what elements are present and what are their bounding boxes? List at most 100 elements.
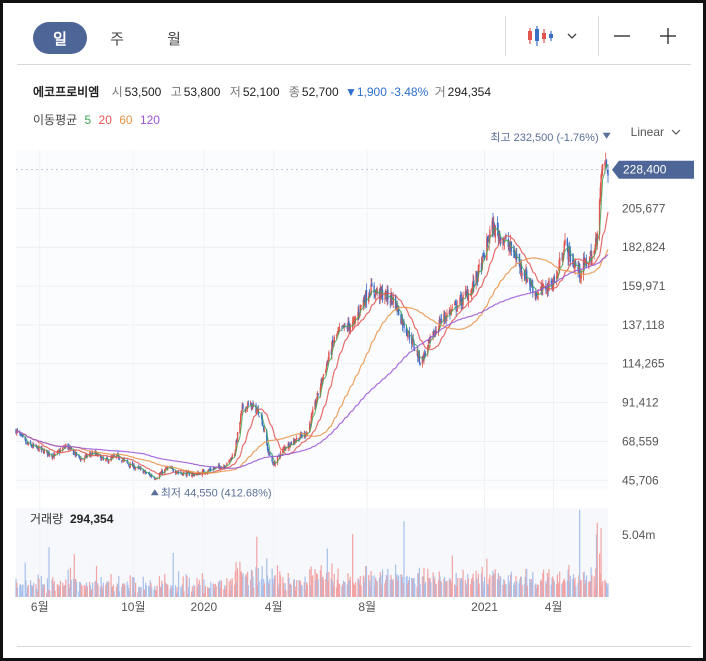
candle-body [78, 456, 81, 458]
volume-bar [187, 593, 189, 597]
candle-body [96, 453, 98, 456]
candle-body [117, 452, 119, 455]
zoom-out-button[interactable] [599, 16, 645, 56]
chart-type-button[interactable] [506, 16, 598, 56]
candle-body [170, 467, 173, 469]
candle-body [480, 263, 483, 272]
time-tick-label: 8월 [358, 600, 376, 614]
volume-bar [65, 579, 67, 597]
volume-bar [239, 561, 241, 597]
candle-body [466, 291, 468, 293]
candle-body [418, 353, 421, 363]
volume-bar [456, 586, 458, 597]
volume-bar [246, 577, 248, 597]
volume-bar [31, 586, 33, 597]
candle-body [497, 230, 500, 239]
candle-body [272, 462, 274, 465]
open-value: 53,500 [124, 85, 162, 99]
candle-body [32, 444, 34, 448]
candle-body [252, 403, 254, 406]
volume-bar [602, 581, 604, 597]
volume-bar [99, 587, 101, 597]
volume-bar [20, 590, 22, 597]
volume-bar [595, 568, 597, 597]
volume-bar [19, 585, 21, 597]
quote-summary: 에코프로비엠 시 53,500 고 53,800 저 52,100 종 52,700 ▼… [33, 83, 494, 100]
volume-bar [589, 581, 591, 597]
volume-bar [487, 583, 489, 597]
volume-bar [606, 586, 608, 597]
volume-bar [551, 577, 553, 597]
volume-bar [536, 584, 539, 597]
volume-bar [572, 574, 575, 597]
volume-bar [493, 573, 495, 597]
volume-bar [373, 575, 375, 597]
max-price-label: 최고 232,500 (-1.76%) [490, 131, 598, 144]
candle-body [459, 297, 461, 305]
candle-body [508, 246, 510, 249]
volume-bar [424, 584, 426, 597]
volume-bar [503, 579, 505, 597]
candle-body [595, 237, 597, 251]
candle-body [359, 304, 362, 311]
candle-body [481, 255, 483, 270]
candle-body [292, 440, 295, 445]
scale-select[interactable]: Linear [631, 125, 681, 139]
ma-legend-60[interactable]: 60 [119, 113, 133, 127]
volume-bar [38, 578, 40, 597]
volume-bar [317, 578, 319, 597]
volume-bar [365, 566, 368, 597]
volume-bar [523, 584, 526, 597]
candle-body [65, 444, 67, 448]
volume-bar [140, 586, 142, 597]
volume-bar [556, 574, 558, 597]
volume-bar [164, 573, 166, 597]
ma-legend-20[interactable]: 20 [98, 113, 112, 127]
volume-axis-label: 5.04m [622, 528, 655, 542]
volume-bar [86, 586, 88, 597]
candle-body [128, 464, 130, 466]
volume-bar [470, 579, 473, 597]
volume-bar [306, 582, 308, 597]
volume-bar [471, 577, 473, 597]
ma-legend-5[interactable]: 5 [84, 113, 92, 127]
candle-body [38, 446, 40, 452]
candle-body [354, 318, 356, 321]
candle-body [263, 430, 266, 432]
ma-legend-120[interactable]: 120 [139, 113, 160, 127]
volume-bar [169, 589, 171, 597]
tab-day[interactable]: 일 [33, 22, 87, 54]
tab-week[interactable]: 주 [110, 30, 124, 48]
volume-bar [237, 568, 239, 597]
candle-body [364, 291, 367, 306]
candle-body [52, 455, 54, 459]
volume-bar [515, 576, 517, 597]
candle-body [37, 446, 39, 451]
volume-bar [443, 578, 445, 597]
volume-bar [480, 573, 483, 597]
candle-body [321, 379, 323, 383]
volume-bar [421, 576, 424, 597]
volume-bar [575, 586, 577, 597]
volume-bar [604, 579, 606, 597]
candle-body [505, 236, 507, 238]
volume-bar [52, 583, 55, 597]
zoom-in-button[interactable] [645, 16, 691, 56]
volume-bar [35, 584, 37, 597]
tab-month[interactable]: 월 [167, 30, 181, 48]
volume-bar [440, 581, 442, 597]
candle-body [574, 264, 576, 268]
candle-body [176, 472, 178, 474]
volume-bar [336, 579, 338, 597]
candle-body [562, 252, 565, 260]
volume-bar [395, 576, 397, 597]
candle-body [594, 248, 596, 251]
volume-bar [240, 572, 242, 597]
volume-bar [590, 567, 592, 597]
candle-body [445, 318, 447, 320]
candle-body [338, 329, 340, 332]
candle-body [256, 410, 258, 413]
volume-bar [279, 571, 281, 597]
candle-body [348, 320, 350, 326]
